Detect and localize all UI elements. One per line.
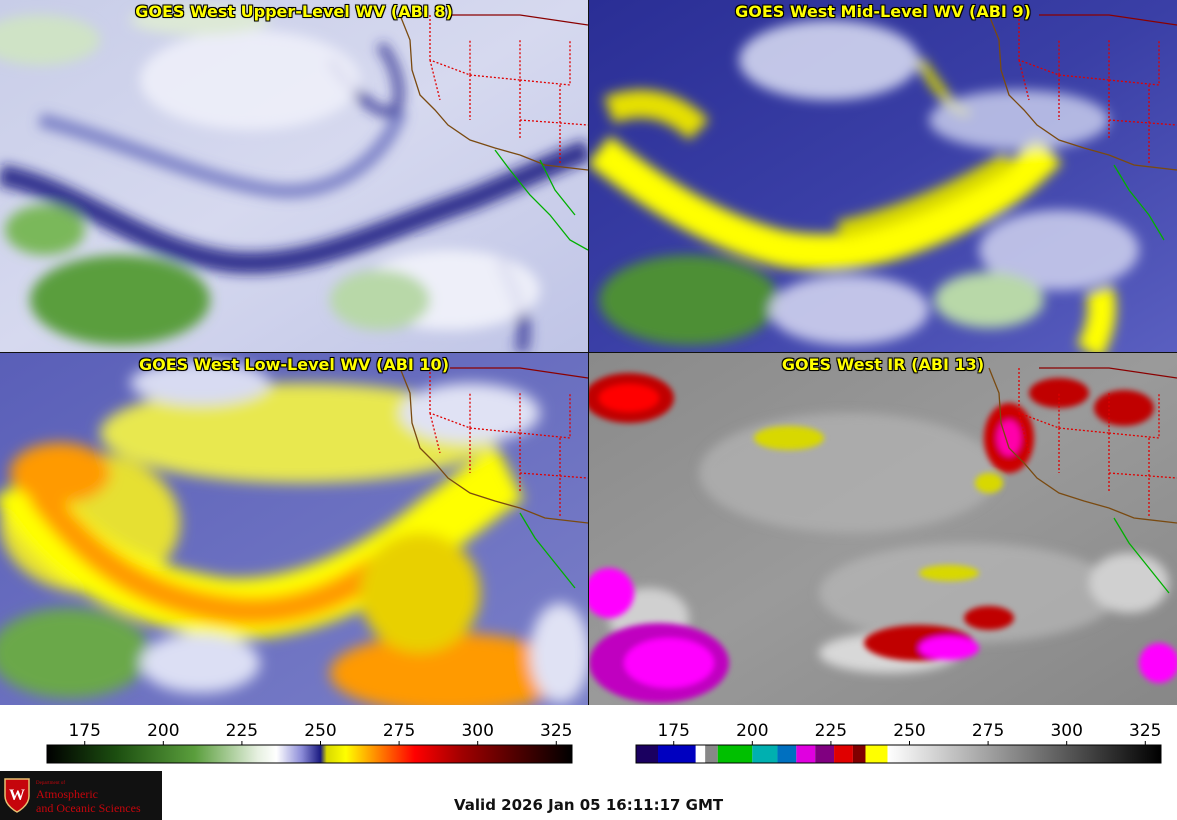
aos-logo: W Department of Atmospheric and Oceanic …: [0, 771, 162, 820]
ir-colorbar: 175 200 225 250 275 300 325: [589, 705, 1177, 770]
mid-level-wv-title: GOES West Mid-Level WV (ABI 9): [735, 2, 1031, 21]
ir-image: [589, 353, 1177, 705]
ir-colorbar-segment: [834, 745, 853, 763]
logo-department-text: Department of: [36, 781, 66, 786]
upper-level-wv-panel: GOES West Upper-Level WV (ABI 8): [0, 0, 588, 352]
wv-colorbar-tick-label: 175: [68, 721, 100, 741]
ir-colorbar-tick-label: 250: [893, 721, 925, 741]
ir-colorbar-segment: [705, 745, 718, 763]
valid-time-text: Valid 2026 Jan 05 16:11:17 GMT: [454, 796, 724, 814]
ir-colorbar-tick-label: 275: [972, 721, 1004, 741]
logo-line1-text: Atmospheric: [36, 787, 98, 801]
wv-colorbar: 175 200 225 250 275 300 325: [0, 705, 588, 770]
ir-colorbar-tick-label: 175: [657, 721, 689, 741]
wv-colorbar-border: [46, 744, 573, 764]
upper-level-wv-image: [0, 0, 588, 352]
ir-colorbar-segment: [777, 745, 797, 763]
upper-level-wv-title: GOES West Upper-Level WV (ABI 8): [135, 2, 453, 21]
low-level-wv-image: [0, 353, 588, 705]
ir-colorbar-segment: [865, 745, 888, 763]
uw-crest-icon: W: [4, 778, 30, 813]
wv-colorbar-tick-label: 300: [461, 721, 493, 741]
ir-colorbar-segment: [815, 745, 835, 763]
mid-level-wv-panel: GOES West Mid-Level WV (ABI 9): [589, 0, 1177, 352]
ir-colorbar-tick-label: 225: [815, 721, 847, 741]
ir-colorbar-graphic: 175 200 225 250 275 300 325: [635, 721, 1162, 764]
ir-title: GOES West IR (ABI 13): [781, 355, 985, 374]
mid-level-wv-image: [589, 0, 1177, 352]
wv-colorbar-tick-label: 225: [226, 721, 258, 741]
wv-colorbar-tick-label: 250: [304, 721, 336, 741]
wv-colorbar-tick-label: 275: [383, 721, 415, 741]
low-level-wv-title: GOES West Low-Level WV (ABI 10): [138, 355, 449, 374]
ir-colorbar-border: [635, 744, 1162, 764]
ir-colorbar-segment: [658, 745, 696, 763]
ir-colorbar-segment: [852, 745, 866, 763]
ir-colorbar-tick-label: 325: [1129, 721, 1161, 741]
wv-colorbar-fill: [47, 745, 572, 763]
panel-divider-horizontal: [0, 352, 1177, 353]
ir-colorbar-segment: [752, 745, 778, 763]
ir-colorbar-tick-label: 200: [736, 721, 768, 741]
ir-panel: GOES West IR (ABI 13): [589, 353, 1177, 705]
wv-colorbar-tick-label: 200: [147, 721, 179, 741]
logo-line2-text: and Oceanic Sciences: [36, 801, 141, 815]
ir-colorbar-gray-fill: [887, 745, 1161, 763]
ir-colorbar-segment: [636, 745, 659, 763]
ir-colorbar-tick-label: 300: [1050, 721, 1082, 741]
ir-colorbar-segment: [796, 745, 816, 763]
wv-colorbar-tick-label: 325: [540, 721, 572, 741]
ir-colorbar-segment: [717, 745, 753, 763]
crest-letter: W: [9, 787, 25, 804]
low-level-wv-panel: GOES West Low-Level WV (ABI 10): [0, 353, 588, 705]
wv-colorbar-graphic: 175 200 225 250 275 300 325: [46, 721, 573, 764]
ir-colorbar-segment: [695, 745, 706, 763]
